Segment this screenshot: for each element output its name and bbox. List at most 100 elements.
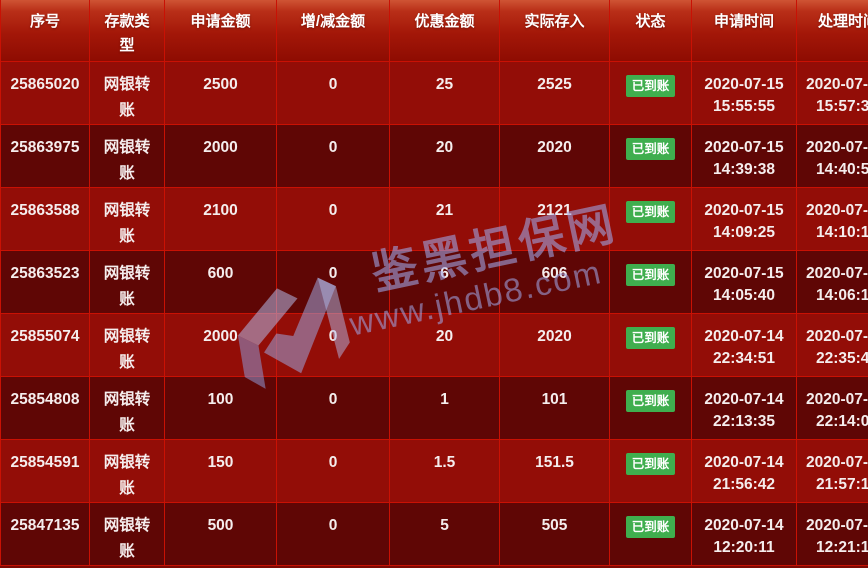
cell-process-time: 2020-07- 15:57:3 [797,62,868,124]
column-header-process-time: 处理时间 [797,0,868,61]
cell-deposit-type: 网银转账 [90,125,165,187]
cell-apply-amount: 2000 [165,125,277,187]
cell-apply-time: 2020-07-15 14:39:38 [692,125,797,187]
table-row: 25863975 网银转账 2000 0 20 2020 已到账 2020-07-15 14:3… [0,125,868,188]
column-header-status: 状态 [610,0,692,61]
table-row: 25863523 网银转账 600 0 6 606 已到账 2020-07-15 14:05:4… [0,251,868,314]
cell-serial-number: 25854808 [0,377,90,439]
cell-deposit-type: 网银转账 [90,440,165,502]
cell-apply-time: 2020-07-15 14:09:25 [692,188,797,250]
cell-adjust-amount: 0 [277,251,390,313]
column-header-apply-amount: 申请金额 [165,0,277,61]
next-row-sliver [0,566,868,568]
cell-deposit-type: 网银转账 [90,62,165,124]
cell-apply-time: 2020-07-14 22:34:51 [692,314,797,376]
cell-adjust-amount: 0 [277,314,390,376]
status-badge: 已到账 [625,516,676,538]
cell-apply-time: 2020-07-15 14:05:40 [692,251,797,313]
table-row: 25854808 网银转账 100 0 1 101 已到账 2020-07-14 22:13:3… [0,377,868,440]
cell-serial-number: 25863588 [0,188,90,250]
cell-adjust-amount: 0 [277,62,390,124]
status-badge: 已到账 [625,138,676,160]
cell-discount-amount: 5 [390,503,500,565]
cell-serial-number: 25863975 [0,125,90,187]
cell-actual-deposit: 505 [500,503,610,565]
cell-discount-amount: 20 [390,314,500,376]
cell-actual-deposit: 2020 [500,314,610,376]
cell-apply-time: 2020-07-15 15:55:55 [692,62,797,124]
cell-serial-number: 25854591 [0,440,90,502]
cell-discount-amount: 1.5 [390,440,500,502]
cell-status: 已到账 [610,377,692,439]
cell-actual-deposit: 101 [500,377,610,439]
cell-status: 已到账 [610,314,692,376]
cell-discount-amount: 21 [390,188,500,250]
cell-status: 已到账 [610,503,692,565]
cell-apply-amount: 100 [165,377,277,439]
status-badge: 已到账 [625,390,676,412]
cell-apply-amount: 150 [165,440,277,502]
cell-serial-number: 25865020 [0,62,90,124]
status-badge: 已到账 [625,327,676,349]
cell-status: 已到账 [610,125,692,187]
cell-process-time: 2020-07- 14:10:1 [797,188,868,250]
cell-discount-amount: 6 [390,251,500,313]
column-header-deposit-type: 存款类型 [90,0,165,61]
cell-process-time: 2020-07- 22:35:4 [797,314,868,376]
cell-serial-number: 25855074 [0,314,90,376]
cell-serial-number: 25863523 [0,251,90,313]
column-header-apply-time: 申请时间 [692,0,797,61]
cell-apply-amount: 500 [165,503,277,565]
cell-process-time: 2020-07- 22:14:0 [797,377,868,439]
cell-apply-amount: 2000 [165,314,277,376]
cell-actual-deposit: 2020 [500,125,610,187]
cell-deposit-type: 网银转账 [90,188,165,250]
status-badge: 已到账 [625,201,676,223]
status-badge: 已到账 [625,75,676,97]
cell-process-time: 2020-07- 12:21:1 [797,503,868,565]
cell-adjust-amount: 0 [277,125,390,187]
cell-discount-amount: 20 [390,125,500,187]
cell-process-time: 2020-07- 14:06:1 [797,251,868,313]
cell-discount-amount: 1 [390,377,500,439]
cell-actual-deposit: 606 [500,251,610,313]
table-row: 25854591 网银转账 150 0 1.5 151.5 已到账 2020-07-14 21:… [0,440,868,503]
cell-apply-time: 2020-07-14 12:20:11 [692,503,797,565]
cell-apply-amount: 2100 [165,188,277,250]
cell-adjust-amount: 0 [277,377,390,439]
table-row: 25855074 网银转账 2000 0 20 2020 已到账 2020-07-14 22:3… [0,314,868,377]
cell-deposit-type: 网银转账 [90,251,165,313]
cell-actual-deposit: 2121 [500,188,610,250]
cell-deposit-type: 网银转账 [90,377,165,439]
cell-apply-time: 2020-07-14 21:56:42 [692,440,797,502]
table-row: 25865020 网银转账 2500 0 25 2525 已到账 2020-07-15 15:5… [0,62,868,125]
cell-status: 已到账 [610,251,692,313]
cell-apply-amount: 600 [165,251,277,313]
cell-status: 已到账 [610,440,692,502]
cell-deposit-type: 网银转账 [90,314,165,376]
cell-apply-time: 2020-07-14 22:13:35 [692,377,797,439]
cell-apply-amount: 2500 [165,62,277,124]
column-header-serial-number: 序号 [0,0,90,61]
cell-status: 已到账 [610,188,692,250]
cell-process-time: 2020-07- 21:57:1 [797,440,868,502]
cell-adjust-amount: 0 [277,440,390,502]
table-row: 25863588 网银转账 2100 0 21 2121 已到账 2020-07-15 14:0… [0,188,868,251]
column-header-discount-amount: 优惠金额 [390,0,500,61]
status-badge: 已到账 [625,264,676,286]
cell-discount-amount: 25 [390,62,500,124]
cell-actual-deposit: 2525 [500,62,610,124]
table-row: 25847135 网银转账 500 0 5 505 已到账 2020-07-14 12:20:1… [0,503,868,566]
status-badge: 已到账 [625,453,676,475]
column-header-adjust-amount: 增/减金额 [277,0,390,61]
cell-adjust-amount: 0 [277,503,390,565]
cell-adjust-amount: 0 [277,188,390,250]
table-body: 25865020 网银转账 2500 0 25 2525 已到账 2020-07-15 15:5… [0,62,868,566]
cell-deposit-type: 网银转账 [90,503,165,565]
cell-status: 已到账 [610,62,692,124]
cell-process-time: 2020-07- 14:40:5 [797,125,868,187]
column-header-actual-deposit: 实际存入 [500,0,610,61]
